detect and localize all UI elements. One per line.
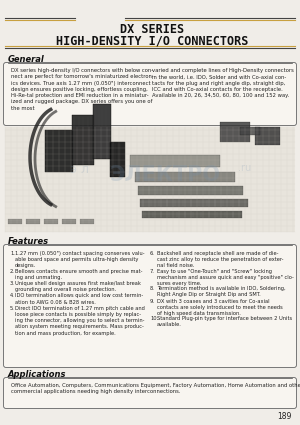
- FancyBboxPatch shape: [4, 377, 296, 408]
- Bar: [45, 130, 73, 172]
- Text: 1.: 1.: [10, 251, 15, 256]
- Bar: [240, 127, 260, 135]
- Text: .ru: .ru: [238, 162, 252, 173]
- Bar: [5, 127, 295, 232]
- Text: 7.: 7.: [150, 269, 155, 274]
- Bar: [135, 172, 235, 182]
- Bar: [138, 186, 243, 195]
- Text: IDO termination allows quick and low cost termin-
ation to AWG 0.08 & B28 wires.: IDO termination allows quick and low cos…: [15, 293, 143, 305]
- Text: ЭЛЕКТРО: ЭЛЕКТРО: [110, 164, 220, 184]
- Text: General: General: [8, 55, 45, 64]
- Text: 5.: 5.: [10, 306, 15, 311]
- Text: 10.: 10.: [150, 316, 158, 321]
- Bar: [140, 199, 248, 207]
- Text: 9.: 9.: [150, 299, 155, 303]
- Text: Direct IDO termination of 1.27 mm pitch cable and
loose piece contacts is possib: Direct IDO termination of 1.27 mm pitch …: [15, 306, 145, 336]
- Bar: [110, 142, 125, 177]
- Bar: [8, 219, 22, 224]
- Text: Unique shell design assures first make/last break
grounding and overall noise pr: Unique shell design assures first make/l…: [15, 281, 141, 292]
- Text: DX SERIES: DX SERIES: [120, 23, 184, 36]
- Text: varied and complete lines of High-Density connectors
in the world, i.e. IDO, Sol: varied and complete lines of High-Densit…: [152, 68, 294, 98]
- Text: Termination method is available in IDO, Soldering,
Right Angle Dip or Straight D: Termination method is available in IDO, …: [157, 286, 286, 298]
- Bar: [26, 219, 40, 224]
- Text: Applications: Applications: [8, 370, 67, 379]
- Text: Office Automation, Computers, Communications Equipment, Factory Automation, Home: Office Automation, Computers, Communicat…: [11, 383, 300, 394]
- Text: Features: Features: [8, 237, 49, 246]
- Text: Easy to use "One-Touch" and "Screw" locking
mechanism and assure quick and easy : Easy to use "One-Touch" and "Screw" lock…: [157, 269, 294, 286]
- Text: 6.: 6.: [150, 251, 155, 256]
- Bar: [72, 115, 94, 165]
- Bar: [255, 127, 280, 145]
- Text: Backshell and receptacle shell are made of die-
cast zinc alloy to reduce the pe: Backshell and receptacle shell are made …: [157, 251, 284, 269]
- Text: DX with 3 coaxes and 3 cavities for Co-axial
contacts are solely introduced to m: DX with 3 coaxes and 3 cavities for Co-a…: [157, 299, 283, 316]
- Text: Bellows contacts ensure smooth and precise mat-
ing and unmating.: Bellows contacts ensure smooth and preci…: [15, 269, 142, 280]
- Bar: [220, 122, 250, 142]
- Text: DX series high-density I/O connectors with below con-
nect are perfect for tomor: DX series high-density I/O connectors wi…: [11, 68, 154, 110]
- Text: 2.: 2.: [10, 269, 15, 274]
- FancyBboxPatch shape: [4, 244, 296, 368]
- FancyBboxPatch shape: [4, 62, 296, 125]
- Bar: [62, 219, 76, 224]
- Text: 3.: 3.: [10, 281, 15, 286]
- Text: 8.: 8.: [150, 286, 155, 291]
- Bar: [93, 104, 111, 159]
- Bar: [80, 219, 94, 224]
- Text: Standard Plug-pin type for interface between 2 Units
available.: Standard Plug-pin type for interface bet…: [157, 316, 292, 327]
- Text: 1.27 mm (0.050") contact spacing conserves valu-
able board space and permits ul: 1.27 mm (0.050") contact spacing conserv…: [15, 251, 145, 269]
- Text: 4.: 4.: [10, 293, 15, 298]
- Bar: [142, 211, 242, 218]
- Bar: [130, 155, 220, 167]
- Text: HIGH-DENSITY I/O CONNECTORS: HIGH-DENSITY I/O CONNECTORS: [56, 34, 248, 47]
- Bar: [44, 219, 58, 224]
- Text: э л: э л: [70, 163, 89, 176]
- Text: 189: 189: [278, 412, 292, 421]
